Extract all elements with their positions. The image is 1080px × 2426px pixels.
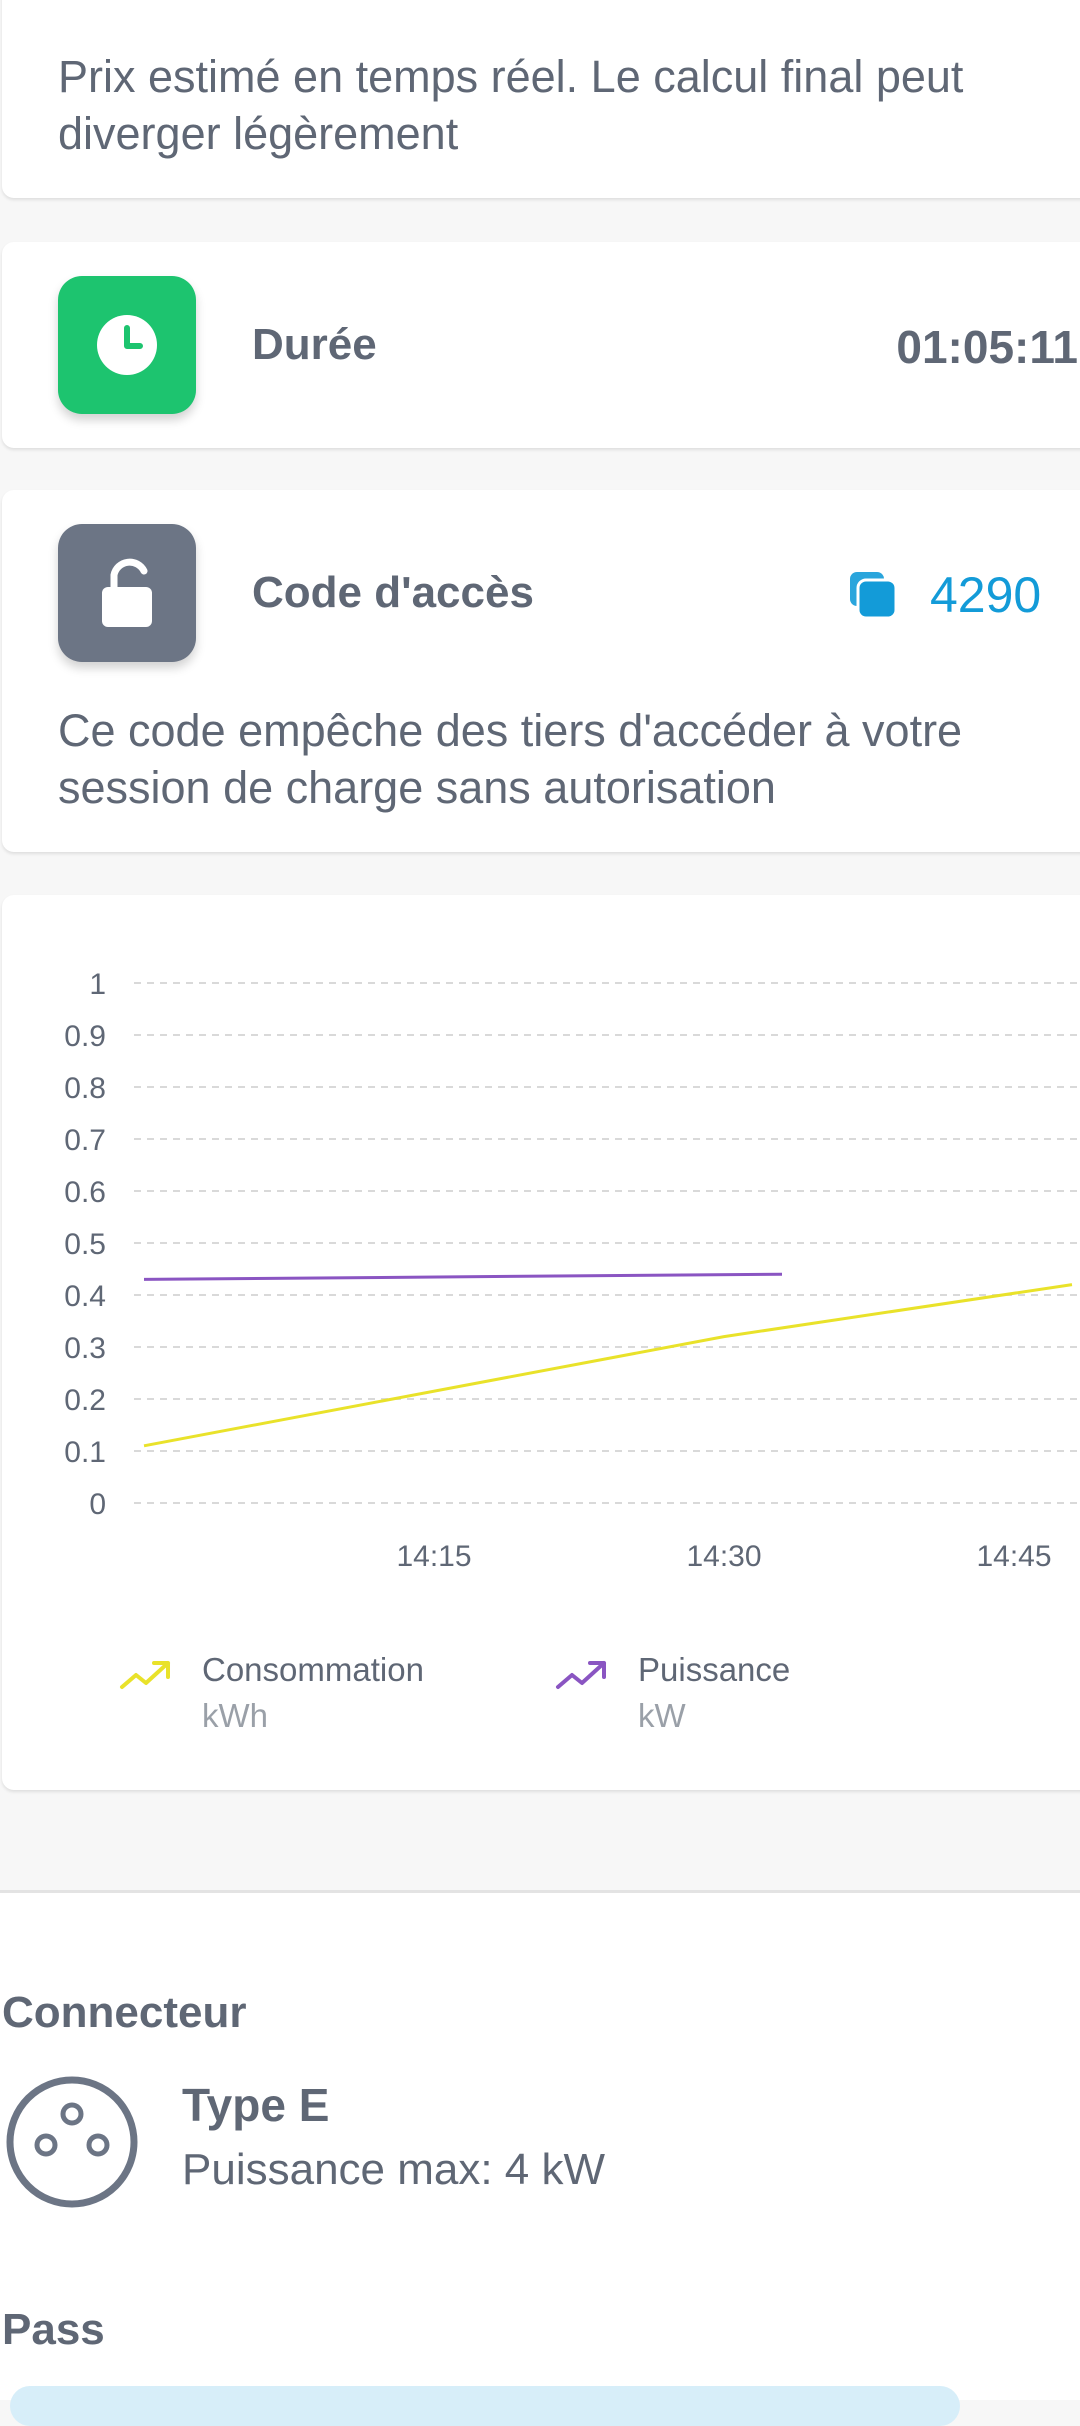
clock-icon [97, 315, 157, 375]
access-code-label: Code d'accès [252, 568, 534, 617]
y-tick-label: 0.5 [64, 1228, 106, 1261]
copy-code-button[interactable] [848, 570, 900, 627]
chart-card: 1 0.9 0.8 0.7 0.6 0.5 0.4 0.3 0.2 0.1 0 14:15 14:30… [2, 895, 1080, 1790]
unlock-icon [102, 558, 152, 627]
series-line-puissance [143, 1272, 783, 1281]
y-tick-label: 0.4 [64, 1280, 106, 1313]
series-line-consommation [143, 1283, 1073, 1448]
legend-puissance-name: Puissance [638, 1651, 791, 1688]
duration-icon-tile [58, 276, 196, 414]
y-tick-label: 0.2 [64, 1384, 106, 1417]
pass-title: Pass [2, 2305, 105, 2354]
price-notice-text: Prix estimé en temps réel. Le calcul fin… [58, 51, 964, 159]
price-notice-card: Prix estimé en temps réel. Le calcul fin… [2, 0, 1080, 198]
access-code-value[interactable]: 4290 [930, 567, 1042, 623]
legend-puissance-unit: kW [638, 1697, 686, 1734]
socket-type-e-icon [6, 2076, 138, 2208]
x-tick-label: 14:15 [396, 1540, 471, 1573]
legend-consommation-unit: kWh [202, 1697, 268, 1734]
connector-type: Type E [182, 2079, 330, 2131]
connector-title: Connecteur [2, 1988, 247, 2037]
y-tick-label: 0.8 [64, 1072, 106, 1105]
legend-consommation-name: Consommation [202, 1651, 424, 1688]
duration-label: Durée [252, 320, 377, 369]
pass-card[interactable] [10, 2386, 960, 2426]
consumption-chart: 1 0.9 0.8 0.7 0.6 0.5 0.4 0.3 0.2 0.1 0 14:15 14:30… [64, 968, 1080, 1573]
copy-icon[interactable] [848, 570, 900, 622]
y-tick-label: 0.6 [64, 1176, 106, 1209]
access-icon-tile [58, 524, 196, 662]
access-code-description: Ce code empêche des tiers d'accéder à vo… [58, 705, 963, 813]
trending-up-icon [556, 1661, 606, 1689]
y-tick-label: 0 [89, 1488, 106, 1521]
y-tick-label: 1 [89, 968, 106, 1001]
y-tick-label: 0.1 [64, 1436, 106, 1469]
connector-section [0, 1893, 1080, 2400]
y-tick-label: 0.3 [64, 1332, 106, 1365]
trending-up-icon [120, 1661, 170, 1689]
section-divider [0, 1890, 1080, 1893]
duration-card: Durée 01:05:11 [2, 242, 1080, 448]
x-tick-label: 14:45 [976, 1540, 1051, 1573]
connector-max-power: Puissance max: 4 kW [182, 2145, 606, 2194]
x-tick-label: 14:30 [686, 1540, 761, 1573]
y-tick-label: 0.9 [64, 1020, 106, 1053]
access-code-card: Code d'accès 4290 Ce code empêche des ti… [2, 490, 1080, 852]
y-tick-label: 0.7 [64, 1124, 106, 1157]
duration-value: 01:05:11 [896, 321, 1078, 373]
